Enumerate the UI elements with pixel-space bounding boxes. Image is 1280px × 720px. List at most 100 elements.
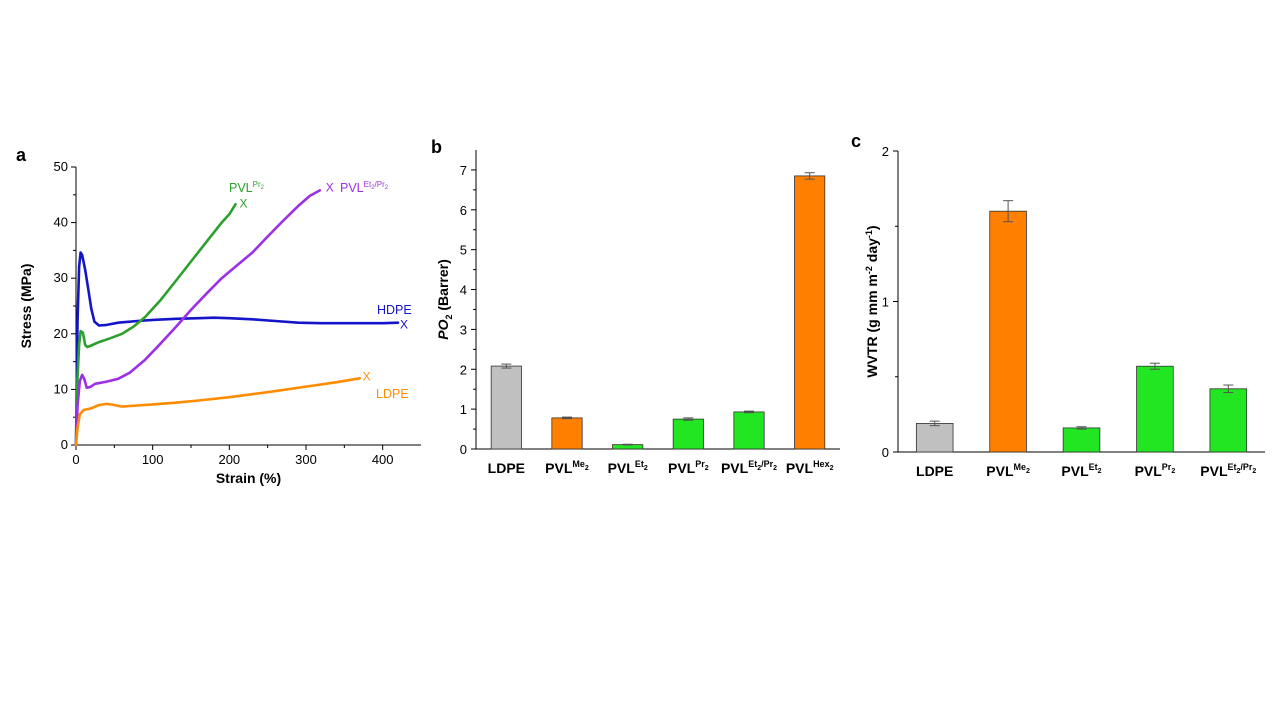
label-superscript-tail: /Pr [1240,462,1253,472]
series-line-3 [74,189,322,447]
label-superscript: Et [748,459,757,469]
y-label-unit: (Barrer) [435,259,451,314]
category-label: PVLMe2 [545,459,589,476]
y-label-main: PO [435,319,451,339]
label-superscript: Et [635,459,644,469]
y-tick-label: 30 [54,270,68,285]
y-tick-label: 2 [460,362,467,377]
category-label: PVLHex2 [786,459,834,476]
bar-1 [915,423,954,453]
bar-4 [672,418,704,450]
series-label-superscript-tail: /Pr [375,180,386,189]
label-base: PVL [721,460,749,476]
series-label-base: PVL [229,181,253,195]
panel-letter-c: c [851,131,861,151]
panel-letter-a: a [16,145,27,165]
bar-4 [1136,365,1174,453]
series-label-base: HDPE [377,303,412,317]
label-superscript-subscript: 2 [1237,468,1241,475]
label-superscript: Me [1014,462,1027,472]
y-tick-label: 0 [61,437,68,452]
label-base: PVL [1200,463,1228,479]
y-tick-label: 40 [54,215,68,230]
label-base: PVL [786,460,814,476]
y-tick-label: 1 [882,295,889,310]
label-base: PVL [668,460,696,476]
bar-5 [733,411,765,450]
label-superscript-subscript: 2 [585,465,589,472]
series-label-base: PVL [340,181,364,195]
series-label-superscript-subscript: 2 [261,185,265,191]
label-superscript: Me [572,459,585,469]
series-label-superscript: Pr [253,180,261,189]
label-base: PVL [986,463,1014,479]
label-superscript-subscript: 2 [1098,468,1102,475]
series-label: PVLPr2 [229,180,265,195]
y-label-part: WVTR (g mm m [864,274,880,377]
y-axis-label: Stress (MPa) [18,264,34,349]
break-marker: X [239,196,247,210]
label-base: PVL [608,460,636,476]
y-tick-label: 6 [460,203,467,218]
y-tick-label: 50 [54,159,68,174]
y-label-superscript: -1 [864,230,874,238]
y-axis-label: PO2 (Barrer) [435,259,454,340]
category-label: PVLEt2 [608,459,648,476]
label-superscript: Hex [813,459,830,469]
y-tick-label: 4 [460,283,467,298]
category-label: PVLPr2 [1135,462,1176,479]
y-tick-label: 0 [882,445,889,460]
bar-2 [989,210,1027,453]
y-axis-label: WVTR (g mm m-2 day-1) [864,225,880,377]
y-tick-label: 7 [460,163,467,178]
panel-letter-b: b [431,137,442,157]
series-label-superscript-subscript: 2 [385,185,389,191]
label-base: PVL [1061,463,1089,479]
series-label-superscript-subscript: 2 [371,185,375,191]
break-marker: X [326,180,334,194]
series-line-1 [74,251,400,447]
y-tick-label: 5 [460,243,467,258]
y-label-subscript: 2 [444,315,454,320]
label-superscript-subscript: 2 [757,465,761,472]
series-line-4 [74,376,362,447]
category-label: PVLEt2/Pr2 [721,459,777,476]
panel-a-stress-strain: a 0 100 200 300 400 0 10 20 30 40 50 Strain (%) Stres… [16,145,421,486]
label-superscript-subscript: 2 [644,465,648,472]
category-label: PVLMe2 [986,462,1030,479]
x-tick-label: 100 [142,452,164,467]
y-tick-label: 1 [460,402,467,417]
label-superscript-tail: /Pr [761,459,774,469]
y-label-part: day [864,238,880,266]
bar-1 [490,365,522,450]
label-base: LDPE [488,460,525,476]
bar-5 [1209,388,1248,453]
y-tick-label: 2 [882,144,889,159]
series-label: LDPE [376,387,409,401]
x-tick-label: 0 [72,452,79,467]
x-tick-label: 200 [218,452,240,467]
series-line-2 [74,203,237,447]
category-label: PVLPr2 [668,459,709,476]
x-tick-label: 400 [372,452,394,467]
category-label: PVLEt2/Pr2 [1200,462,1256,479]
bar-3 [1062,427,1101,453]
break-marker: X [400,318,408,332]
label-superscript-subscript: 2 [773,465,777,472]
y-tick-label: 10 [54,381,68,396]
label-superscript-subscript: 2 [1026,468,1030,475]
y-tick-label: 3 [460,322,467,337]
label-superscript: Et [1089,462,1098,472]
label-superscript-subscript: 2 [705,465,709,472]
category-label: PVLEt2 [1061,462,1101,479]
bar-6 [794,175,826,450]
series-label: PVLEt2/Pr2 [340,180,389,195]
label-superscript: Pr [695,459,705,469]
label-base: LDPE [916,463,953,479]
break-marker: X [363,369,371,383]
label-superscript-subscript: 2 [1171,468,1175,475]
label-superscript: Et [1228,462,1237,472]
